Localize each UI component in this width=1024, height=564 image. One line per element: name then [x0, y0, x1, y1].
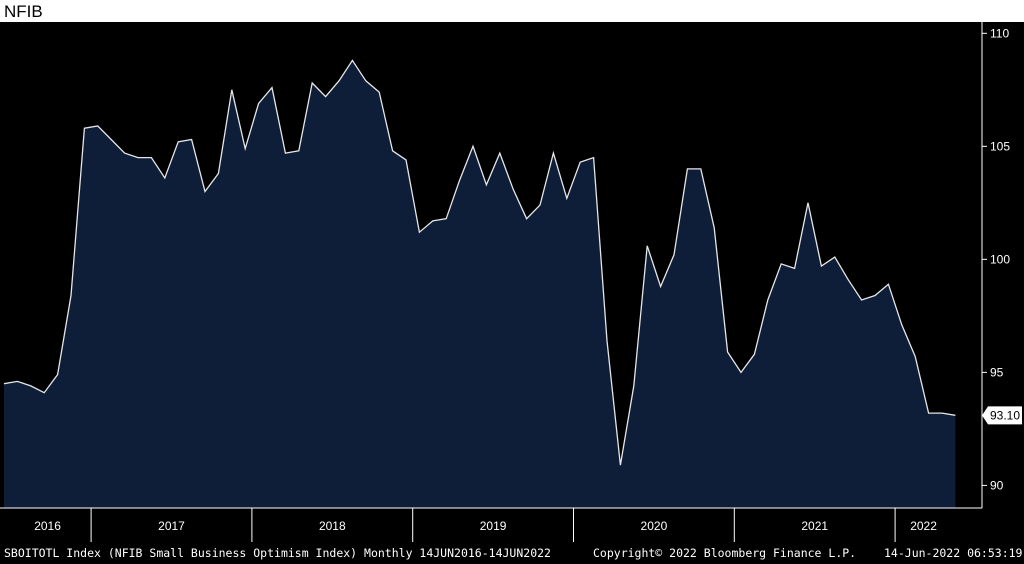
series-area-fill: [4, 60, 956, 509]
footer-copyright: Copyright© 2022 Bloomberg Finance L.P.: [593, 546, 857, 560]
x-year-label: 2016: [34, 519, 61, 533]
footer-timestamp: 14-Jun-2022 06:53:19: [884, 546, 1023, 560]
last-value-label: 93.10: [990, 408, 1020, 422]
area-chart: 110 105 100 95 90 93.10 2016 2017 2018 2019 2020 20…: [0, 22, 1022, 544]
last-value-box: [982, 406, 1022, 425]
x-year-label: 2020: [641, 519, 668, 533]
x-year-label: 2017: [158, 519, 185, 533]
y-tick-label: 95: [990, 365, 1004, 379]
chart-area: 110 105 100 95 90 93.10 2016 2017 2018 2019 2020 20…: [0, 22, 1024, 564]
footer-bar: SBOITOTL Index (NFIB Small Business Opti…: [0, 544, 1024, 564]
x-year-label: 2019: [480, 519, 507, 533]
x-year-label: 2018: [319, 519, 346, 533]
y-tick-label: 110: [990, 26, 1009, 40]
footer-series-info: SBOITOTL Index (NFIB Small Business Opti…: [4, 546, 551, 560]
chart-title: NFIB: [4, 2, 43, 21]
x-year-label: 2022: [910, 519, 937, 533]
series-line: [3, 59, 956, 466]
y-tick-label: 105: [990, 139, 1010, 153]
x-year-label: 2021: [801, 519, 828, 533]
y-tick-label: 100: [990, 252, 1010, 266]
y-tick-label: 90: [990, 478, 1004, 492]
